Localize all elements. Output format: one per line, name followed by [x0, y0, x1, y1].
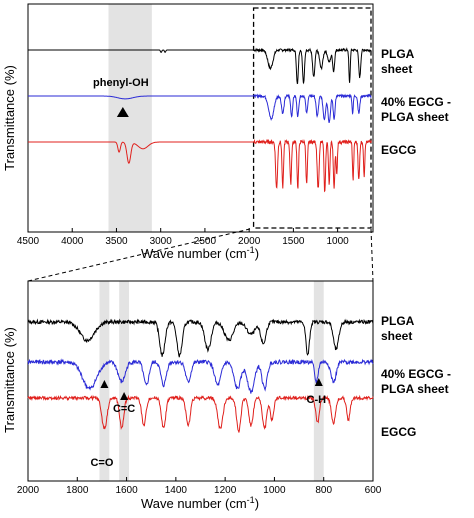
phenyl-oh-shaded-band	[108, 4, 152, 232]
legend-top-blend-line2: PLGA sheet	[381, 110, 449, 124]
bottom-tick-label-1600: 1600	[115, 485, 138, 496]
legend-bottom-blend-line2: PLGA sheet	[381, 382, 449, 396]
annotation-label-2: C-H	[307, 394, 327, 406]
annotation-arrow-2	[314, 378, 323, 386]
annotation-label-1: C=C	[113, 403, 135, 415]
bottom-x-ticks: 2000 1800 1600 1400 1200 1000 800 600	[17, 477, 382, 496]
bottom-plot-frame	[27, 280, 374, 482]
bottom-tick-label-2000: 2000	[17, 485, 40, 496]
top-panel: 4500 4000 3500 3000 2500 2000 1500 1000 phenyl-…	[2, 3, 374, 261]
top-tick-label-4500: 4500	[17, 236, 40, 247]
legend-top-blend-line1: 40% EGCG -	[381, 95, 451, 109]
bottom-tick-label-1400: 1400	[165, 485, 188, 496]
annotation-phenyl-oh-arrow	[116, 107, 129, 117]
legend-bottom-plga-line2: sheet	[381, 329, 412, 343]
bottom-series-line-0	[27, 318, 374, 358]
bottom-y-axis-label: Transmittance (%)	[2, 327, 17, 433]
top-tick-label-2500: 2500	[194, 236, 217, 247]
bottom-series-line-1	[27, 358, 374, 394]
bottom-panel: 2000 1800 1600 1400 1200 1000 800 600 C=O C=C C-H…	[2, 280, 382, 511]
top-tick-label-1000: 1000	[326, 236, 349, 247]
legend-top-plga-line1: PLGA	[381, 47, 415, 61]
top-series-line-0	[28, 47, 372, 85]
top-plot-frame	[27, 3, 374, 233]
top-series-line-1	[28, 93, 372, 124]
legend-bottom-blend-line1: 40% EGCG -	[381, 367, 451, 381]
top-tick-label-1500: 1500	[282, 236, 305, 247]
legend-top-egcg: EGCG	[381, 143, 416, 157]
bottom-tick-label-800: 800	[315, 485, 332, 496]
top-tick-label-3000: 3000	[150, 236, 173, 247]
top-series-line-2	[28, 138, 372, 193]
annotation-arrow-0	[100, 380, 109, 388]
top-annotations: phenyl-OH	[93, 77, 149, 117]
legend-bottom-egcg: EGCG	[381, 425, 416, 439]
top-y-axis-label: Transmittance (%)	[2, 65, 17, 171]
top-tick-label-3500: 3500	[105, 236, 128, 247]
bottom-x-axis-label: Wave number (cm-1)	[141, 495, 259, 511]
top-tick-label-2000: 2000	[238, 236, 261, 247]
bottom-tick-label-1000: 1000	[263, 485, 286, 496]
zoom-box	[252, 7, 372, 229]
zoom-connector-left	[27, 228, 251, 282]
bottom-tick-label-600: 600	[365, 485, 382, 496]
top-tick-label-4000: 4000	[61, 236, 84, 247]
bottom-tick-label-1800: 1800	[66, 485, 89, 496]
top-series-lines	[28, 47, 372, 193]
legend-top-plga-line2: sheet	[381, 62, 412, 76]
top-x-axis-label: Wave number (cm-1)	[141, 245, 259, 261]
annotation-phenyl-oh: phenyl-OH	[93, 77, 149, 89]
annotation-label-0: C=O	[90, 457, 113, 469]
bottom-tick-label-1200: 1200	[214, 485, 237, 496]
legend-bottom-plga-line1: PLGA	[381, 314, 415, 328]
top-x-ticks: 4500 4000 3500 3000 2500 2000 1500 1000	[17, 228, 349, 247]
bottom-annotations: C=O C=C C-H	[90, 378, 326, 469]
bottom-shaded-band-1	[119, 281, 130, 481]
bottom-series-line-2	[27, 394, 374, 433]
bottom-series-lines	[27, 318, 374, 433]
bottom-shaded-bands	[99, 281, 324, 481]
legend: PLGA sheet 40% EGCG - PLGA sheet EGCG PL…	[381, 47, 451, 439]
zoom-connector-right	[370, 228, 374, 282]
annotation-arrow-1	[120, 392, 129, 400]
